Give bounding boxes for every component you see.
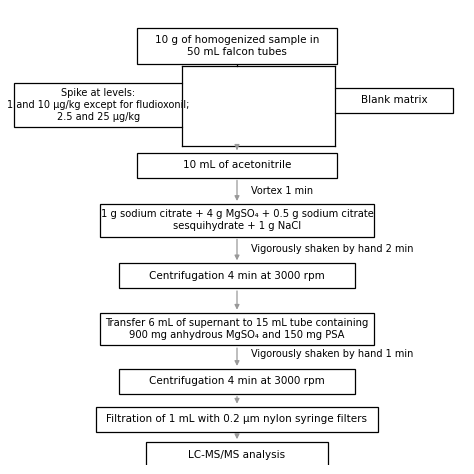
Text: 10 g of homogenized sample in
50 mL falcon tubes: 10 g of homogenized sample in 50 mL falc… <box>155 35 319 57</box>
Text: Vortex 1 min: Vortex 1 min <box>251 186 313 196</box>
FancyBboxPatch shape <box>137 153 337 178</box>
FancyBboxPatch shape <box>118 263 356 288</box>
Text: 1 g sodium citrate + 4 g MgSO₄ + 0.5 g sodium citrate
sesquihydrate + 1 g NaCl: 1 g sodium citrate + 4 g MgSO₄ + 0.5 g s… <box>100 210 374 231</box>
Text: Vigorously shaken by hand 1 min: Vigorously shaken by hand 1 min <box>251 349 413 359</box>
Text: Transfer 6 mL of supernant to 15 mL tube containing
900 mg anhydrous MgSO₄ and 1: Transfer 6 mL of supernant to 15 mL tube… <box>105 318 369 340</box>
FancyBboxPatch shape <box>118 369 356 394</box>
Text: Centrifugation 4 min at 3000 rpm: Centrifugation 4 min at 3000 rpm <box>149 376 325 386</box>
Text: Centrifugation 4 min at 3000 rpm: Centrifugation 4 min at 3000 rpm <box>149 271 325 281</box>
FancyBboxPatch shape <box>100 204 374 237</box>
Text: 10 mL of acetonitrile: 10 mL of acetonitrile <box>183 160 291 170</box>
FancyBboxPatch shape <box>137 27 337 64</box>
FancyBboxPatch shape <box>96 407 378 431</box>
Text: Filtration of 1 mL with 0.2 μm nylon syringe filters: Filtration of 1 mL with 0.2 μm nylon syr… <box>107 414 367 424</box>
FancyBboxPatch shape <box>335 88 453 113</box>
FancyBboxPatch shape <box>100 312 374 345</box>
Text: Blank matrix: Blank matrix <box>361 95 427 106</box>
FancyBboxPatch shape <box>146 442 328 467</box>
Text: Spike at levels:
1 and 10 μg/kg except for fludioxonil;
2.5 and 25 μg/kg: Spike at levels: 1 and 10 μg/kg except f… <box>7 89 190 122</box>
Text: Vigorously shaken by hand 2 min: Vigorously shaken by hand 2 min <box>251 244 413 254</box>
FancyBboxPatch shape <box>14 83 182 127</box>
Text: LC-MS/MS analysis: LC-MS/MS analysis <box>189 449 285 459</box>
